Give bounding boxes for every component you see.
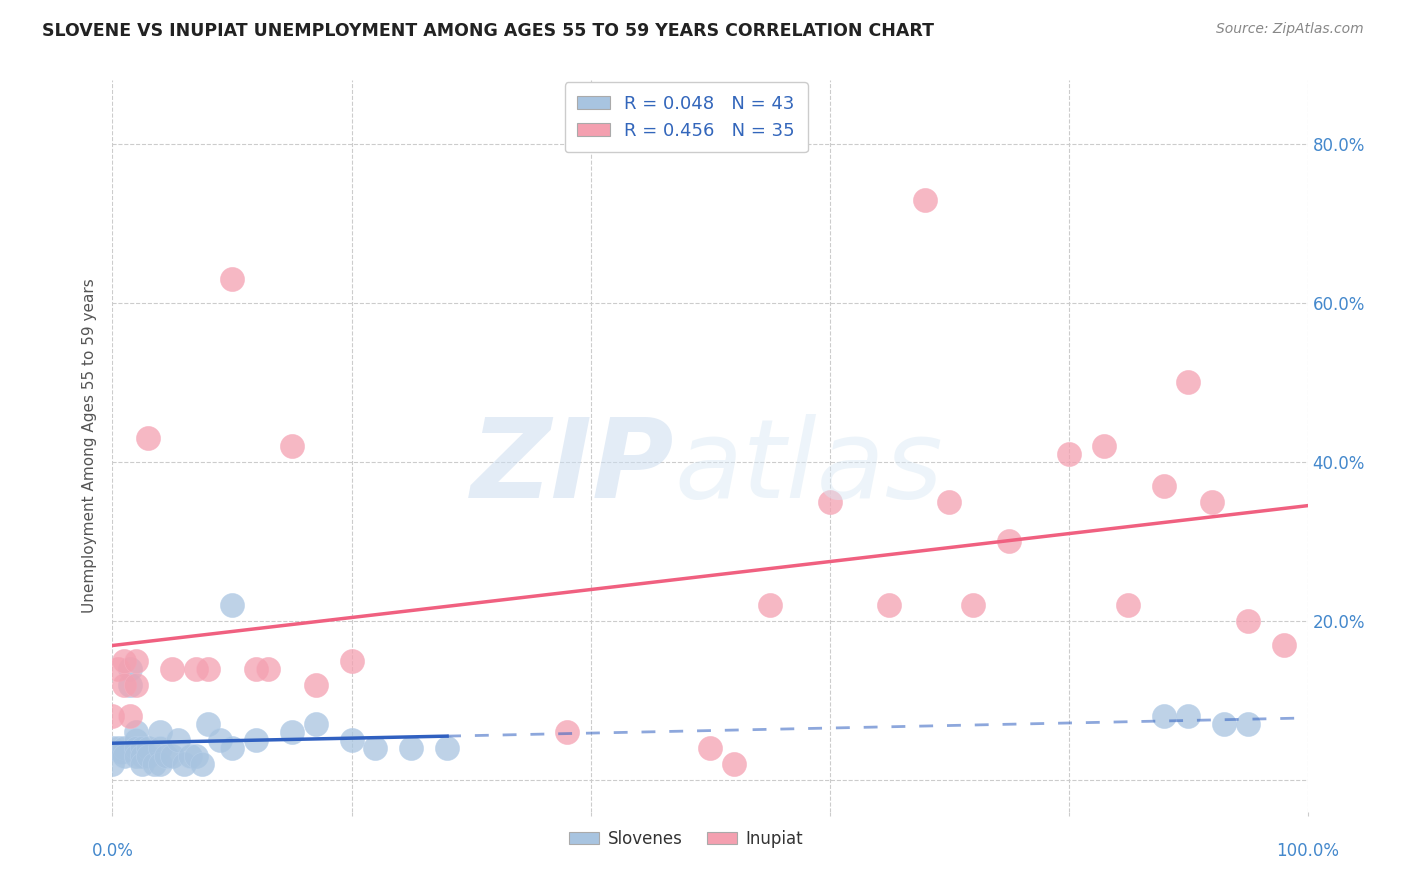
Point: [364, 741, 387, 756]
Point: [1057, 447, 1080, 461]
Point: [245, 662, 267, 676]
Point: [1237, 614, 1260, 628]
Point: [125, 733, 148, 747]
Point: [281, 725, 304, 739]
Point: [209, 733, 232, 747]
Point: [1177, 709, 1199, 723]
Text: atlas: atlas: [675, 415, 943, 522]
Point: [197, 662, 219, 676]
Point: [162, 749, 183, 764]
Point: [221, 741, 243, 756]
Point: [938, 494, 960, 508]
Point: [305, 677, 328, 691]
Point: [131, 741, 153, 756]
Point: [149, 725, 172, 739]
Point: [114, 654, 135, 668]
Point: [257, 662, 280, 676]
Point: [914, 193, 936, 207]
Point: [107, 741, 129, 756]
Text: Source: ZipAtlas.com: Source: ZipAtlas.com: [1216, 22, 1364, 37]
Point: [1272, 638, 1295, 652]
Point: [186, 662, 208, 676]
Point: [1213, 717, 1236, 731]
Point: [962, 598, 984, 612]
Point: [221, 598, 243, 612]
Point: [138, 741, 160, 756]
Point: [125, 749, 148, 764]
Point: [436, 741, 458, 756]
Text: ZIP: ZIP: [471, 415, 675, 522]
Point: [1237, 717, 1260, 731]
Point: [173, 757, 195, 772]
Point: [143, 757, 166, 772]
Point: [120, 677, 142, 691]
Point: [162, 662, 183, 676]
Point: [179, 749, 201, 764]
Point: [138, 749, 160, 764]
Point: [131, 757, 153, 772]
Point: [138, 431, 160, 445]
Point: [167, 733, 190, 747]
Point: [723, 757, 745, 772]
Text: 100.0%: 100.0%: [1277, 842, 1339, 860]
Point: [101, 757, 124, 772]
Point: [101, 709, 124, 723]
Point: [818, 494, 841, 508]
Point: [340, 654, 363, 668]
Point: [155, 749, 177, 764]
Y-axis label: Unemployment Among Ages 55 to 59 years: Unemployment Among Ages 55 to 59 years: [82, 278, 97, 614]
Point: [114, 741, 135, 756]
Point: [305, 717, 328, 731]
Point: [120, 709, 142, 723]
Point: [149, 757, 172, 772]
Point: [110, 745, 132, 759]
Point: [186, 749, 208, 764]
Point: [759, 598, 782, 612]
Point: [114, 677, 135, 691]
Point: [120, 662, 142, 676]
Point: [114, 749, 135, 764]
Point: [281, 439, 304, 453]
Point: [998, 534, 1021, 549]
Point: [107, 662, 129, 676]
Point: [125, 654, 148, 668]
Point: [191, 757, 214, 772]
Point: [221, 272, 243, 286]
Point: [879, 598, 901, 612]
Text: 0.0%: 0.0%: [91, 842, 134, 860]
Point: [125, 741, 148, 756]
Legend: Slovenes, Inupiat: Slovenes, Inupiat: [562, 823, 810, 855]
Point: [401, 741, 423, 756]
Point: [245, 733, 267, 747]
Point: [1153, 709, 1175, 723]
Point: [125, 725, 148, 739]
Point: [1153, 479, 1175, 493]
Point: [149, 741, 172, 756]
Point: [131, 749, 153, 764]
Point: [197, 717, 219, 731]
Text: SLOVENE VS INUPIAT UNEMPLOYMENT AMONG AGES 55 TO 59 YEARS CORRELATION CHART: SLOVENE VS INUPIAT UNEMPLOYMENT AMONG AG…: [42, 22, 934, 40]
Point: [699, 741, 721, 756]
Point: [340, 733, 363, 747]
Point: [555, 725, 578, 739]
Point: [1094, 439, 1116, 453]
Point: [1177, 376, 1199, 390]
Point: [1118, 598, 1140, 612]
Point: [101, 741, 124, 756]
Point: [125, 677, 148, 691]
Point: [1201, 494, 1223, 508]
